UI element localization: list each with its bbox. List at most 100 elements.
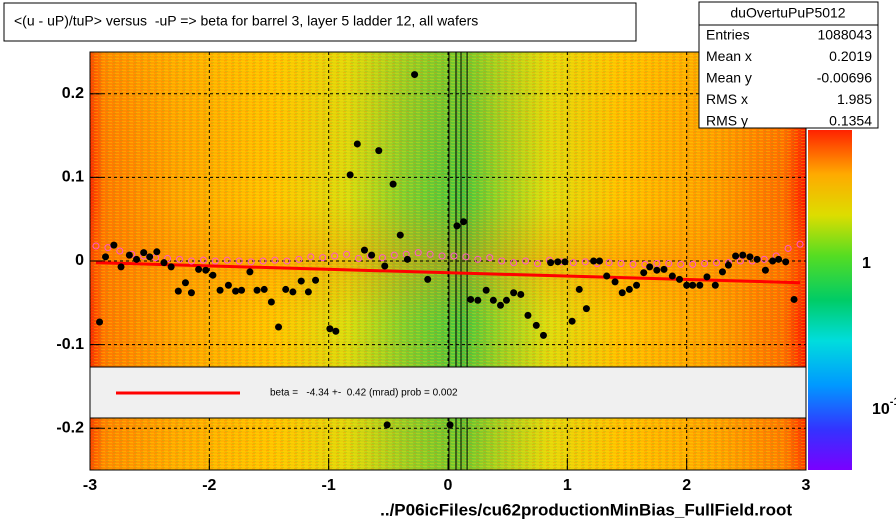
point — [453, 222, 461, 230]
fit-legend-text: beta = -4.34 +- 0.42 (mrad) prob = 0.002 — [270, 388, 458, 399]
point — [133, 255, 141, 263]
open-point — [498, 257, 506, 265]
point — [596, 257, 604, 265]
open-point — [522, 257, 530, 265]
point — [489, 296, 497, 304]
open-point — [426, 250, 434, 258]
point — [668, 272, 676, 280]
point — [467, 295, 475, 303]
point — [618, 289, 626, 297]
open-point — [701, 260, 709, 268]
point — [753, 255, 761, 263]
point — [446, 421, 454, 429]
point — [646, 263, 654, 271]
open-point — [438, 252, 446, 260]
point — [790, 295, 798, 303]
open-point — [736, 257, 744, 265]
point — [676, 275, 684, 283]
open-point — [116, 247, 124, 255]
open-point — [223, 256, 231, 264]
point — [611, 278, 619, 286]
open-point — [665, 260, 673, 268]
point — [711, 281, 719, 289]
point — [703, 273, 711, 281]
open-point — [653, 260, 661, 268]
open-point — [474, 255, 482, 263]
point — [590, 257, 598, 265]
point — [746, 253, 754, 261]
point — [389, 180, 397, 188]
point — [782, 258, 790, 266]
open-point — [247, 258, 255, 266]
point — [411, 71, 419, 79]
point — [267, 298, 275, 306]
open-point — [307, 253, 315, 261]
point — [102, 253, 110, 261]
stats-value: 1.985 — [837, 91, 872, 107]
point — [724, 261, 732, 269]
point — [482, 286, 490, 294]
open-point — [534, 260, 541, 268]
open-point — [510, 259, 518, 267]
point — [575, 285, 583, 293]
point — [187, 289, 195, 297]
point — [739, 251, 747, 259]
point — [125, 251, 133, 259]
palette-label: 10-1 — [872, 396, 896, 418]
point — [181, 279, 189, 287]
stats-frame — [698, 1, 879, 129]
point — [625, 285, 633, 293]
open-point — [259, 257, 267, 265]
x-tick-label: -2 — [202, 477, 216, 494]
point — [653, 266, 661, 274]
point — [96, 318, 104, 326]
open-point — [486, 254, 494, 262]
point — [732, 252, 740, 260]
open-point — [319, 254, 327, 262]
open-point — [104, 244, 112, 252]
stats-title: duOvertuPuP5012 — [730, 5, 845, 21]
point — [209, 271, 217, 279]
point — [532, 321, 540, 329]
open-point — [211, 257, 219, 265]
open-point — [390, 251, 398, 259]
point — [424, 275, 432, 283]
open-point — [176, 255, 183, 263]
x-tick-label: -3 — [83, 477, 97, 494]
stats-value: 1088043 — [817, 27, 872, 43]
point — [312, 276, 320, 284]
palette-label: 1 — [862, 255, 871, 272]
open-point — [355, 254, 362, 262]
open-point — [92, 242, 100, 250]
open-point — [760, 255, 768, 263]
point — [633, 281, 641, 289]
open-point — [581, 258, 589, 266]
point — [167, 263, 175, 271]
open-point — [796, 240, 804, 248]
open-point — [378, 254, 386, 262]
point — [547, 259, 555, 267]
stats-label: Mean x — [706, 48, 752, 64]
stats-box: duOvertuPuP5012 Entries 1088043 Mean x 0.20… — [698, 1, 879, 129]
open-point — [235, 257, 243, 265]
point — [253, 286, 261, 294]
stats-value: 0.2019 — [829, 48, 872, 64]
point — [140, 249, 148, 257]
point — [146, 253, 154, 261]
point — [474, 296, 482, 304]
point — [510, 289, 518, 297]
y-tick-label: 0.2 — [62, 85, 84, 102]
point — [224, 281, 232, 289]
x-tick-label: 2 — [682, 477, 691, 494]
point — [460, 218, 468, 226]
point — [660, 265, 668, 273]
point — [275, 323, 283, 331]
point — [326, 325, 334, 333]
point — [202, 266, 210, 274]
point — [174, 287, 182, 295]
y-tick-label: 0 — [75, 252, 84, 269]
open-point — [784, 244, 792, 252]
point — [403, 255, 411, 263]
point — [568, 317, 576, 325]
y-tick-label: 0.1 — [62, 169, 84, 186]
